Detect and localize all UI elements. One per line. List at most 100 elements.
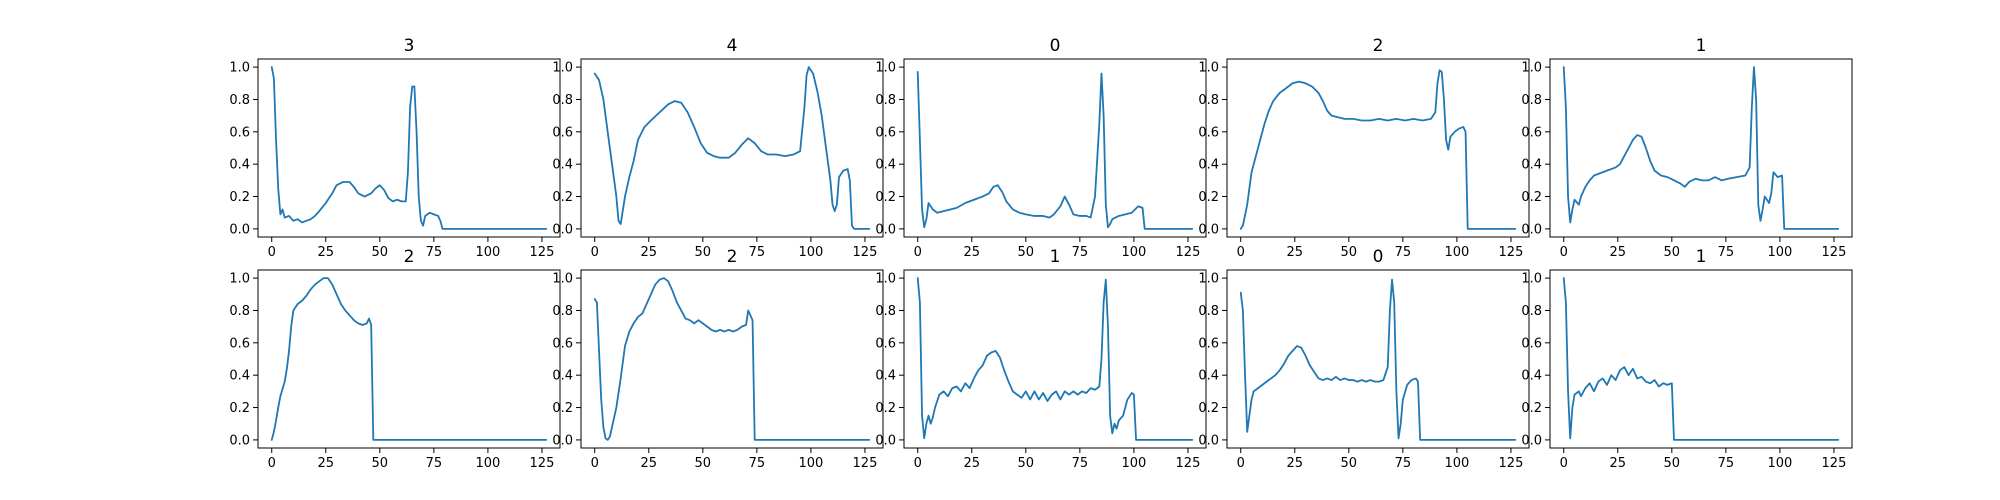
axes-frame [257, 58, 561, 238]
x-tick-label: 100 [1767, 245, 1792, 260]
x-tick-label: 75 [749, 456, 766, 471]
x-tick-label: 75 [1718, 456, 1735, 471]
subplot-5: 2 0 25 50 75 100 125 0.0 0.2 0.4 0.6 0.8 1.0 [229, 247, 561, 471]
x-tick-label: 125 [1499, 456, 1524, 471]
subplot-title: 2 [727, 247, 738, 267]
x-tick-label: 100 [1444, 456, 1469, 471]
series-line [916, 71, 1194, 230]
series-line [593, 66, 871, 230]
x-tick-label: 50 [1341, 245, 1358, 260]
x-tick-label: 75 [1072, 245, 1089, 260]
x-tick-label: 0 [1237, 245, 1245, 260]
series-line [270, 277, 548, 441]
x-tick-label: 125 [1176, 456, 1201, 471]
x-tick-label: 25 [317, 456, 334, 471]
subplot-3: 2 0 25 50 75 100 125 0.0 0.2 0.4 0.6 0.8 1.0 [1198, 36, 1530, 260]
y-tick-label: 0.4 [552, 369, 573, 384]
subplot-title: 1 [1050, 247, 1061, 267]
x-tick-label: 0 [914, 456, 922, 471]
x-tick-label: 100 [1767, 456, 1792, 471]
subplot-4: 1 0 25 50 75 100 125 0.0 0.2 0.4 0.6 0.8 1.0 [1521, 36, 1853, 260]
y-tick-label: 0.0 [229, 222, 250, 237]
subplot-title: 1 [1696, 247, 1707, 267]
subplot-title: 0 [1373, 247, 1384, 267]
y-tick-label: 0.8 [229, 304, 250, 319]
subplot-7: 1 0 25 50 75 100 125 0.0 0.2 0.4 0.6 0.8 1.0 [875, 247, 1207, 471]
y-tick-label: 0.6 [1521, 125, 1542, 140]
x-tick-label: 75 [749, 245, 766, 260]
x-tick-label: 0 [268, 245, 276, 260]
subplot-9: 1 0 25 50 75 100 125 0.0 0.2 0.4 0.6 0.8 1.0 [1521, 247, 1853, 471]
y-tick-label: 1.0 [875, 61, 896, 76]
x-tick-label: 0 [268, 456, 276, 471]
x-tick-label: 100 [1444, 245, 1469, 260]
y-tick-label: 0.2 [552, 401, 573, 416]
axes-frame [1226, 58, 1530, 238]
axes-frame [1549, 269, 1853, 449]
y-tick-label: 1.0 [229, 61, 250, 76]
x-tick-label: 25 [640, 456, 657, 471]
x-tick-label: 50 [695, 245, 712, 260]
subplot-2: 0 0 25 50 75 100 125 0.0 0.2 0.4 0.6 0.8 1.0 [875, 36, 1207, 260]
series-line [1562, 277, 1840, 441]
y-tick-label: 0.8 [1198, 93, 1219, 108]
y-tick-label: 0.6 [552, 336, 573, 351]
x-tick-label: 0 [1560, 245, 1568, 260]
x-tick-label: 100 [475, 245, 500, 260]
y-tick-label: 0.6 [875, 125, 896, 140]
x-tick-label: 50 [1664, 245, 1681, 260]
axes-frame [580, 58, 884, 238]
x-tick-label: 50 [372, 456, 389, 471]
y-tick-label: 0.0 [875, 433, 896, 448]
y-tick-label: 0.2 [1198, 401, 1219, 416]
x-tick-label: 75 [1072, 456, 1089, 471]
x-tick-label: 0 [591, 456, 599, 471]
y-tick-label: 0.6 [1198, 125, 1219, 140]
x-tick-label: 125 [1822, 456, 1847, 471]
y-tick-label: 0.0 [875, 222, 896, 237]
y-tick-label: 0.8 [1521, 304, 1542, 319]
x-tick-label: 75 [1718, 245, 1735, 260]
series-line [593, 277, 871, 441]
series-line [916, 277, 1194, 441]
axes-frame [580, 269, 884, 449]
axes-frame [1226, 269, 1530, 449]
y-tick-label: 0.8 [875, 304, 896, 319]
y-tick-label: 0.0 [1521, 222, 1542, 237]
y-tick-label: 0.4 [1521, 369, 1542, 384]
y-tick-label: 0.2 [552, 190, 573, 205]
series-line [270, 66, 548, 230]
x-tick-label: 25 [963, 245, 980, 260]
y-tick-label: 0.2 [229, 190, 250, 205]
x-tick-label: 125 [1822, 245, 1847, 260]
x-tick-label: 125 [530, 245, 555, 260]
y-tick-label: 0.6 [229, 336, 250, 351]
y-tick-label: 0.0 [229, 433, 250, 448]
x-tick-label: 100 [798, 245, 823, 260]
x-tick-label: 50 [1664, 456, 1681, 471]
x-tick-label: 100 [1121, 245, 1146, 260]
subplot-0: 3 0 25 50 75 100 125 0.0 0.2 0.4 0.6 0.8 1.0 [229, 36, 561, 260]
x-tick-label: 50 [695, 456, 712, 471]
y-tick-label: 0.8 [552, 93, 573, 108]
x-tick-label: 25 [1286, 456, 1303, 471]
y-tick-label: 0.4 [552, 158, 573, 173]
y-tick-label: 0.8 [1521, 93, 1542, 108]
y-tick-label: 0.0 [552, 222, 573, 237]
subplot-title: 4 [727, 36, 738, 56]
x-tick-label: 100 [1121, 456, 1146, 471]
x-tick-label: 125 [853, 245, 878, 260]
axes-frame [257, 269, 561, 449]
x-tick-label: 50 [1018, 245, 1035, 260]
y-tick-label: 0.4 [1198, 158, 1219, 173]
y-tick-label: 0.4 [875, 158, 896, 173]
y-tick-label: 1.0 [1521, 272, 1542, 287]
y-tick-label: 0.2 [1521, 190, 1542, 205]
x-tick-label: 125 [1499, 245, 1524, 260]
y-tick-label: 1.0 [1198, 272, 1219, 287]
y-tick-label: 0.2 [1198, 190, 1219, 205]
y-tick-label: 0.8 [552, 304, 573, 319]
y-tick-label: 0.6 [875, 336, 896, 351]
y-tick-label: 1.0 [552, 272, 573, 287]
